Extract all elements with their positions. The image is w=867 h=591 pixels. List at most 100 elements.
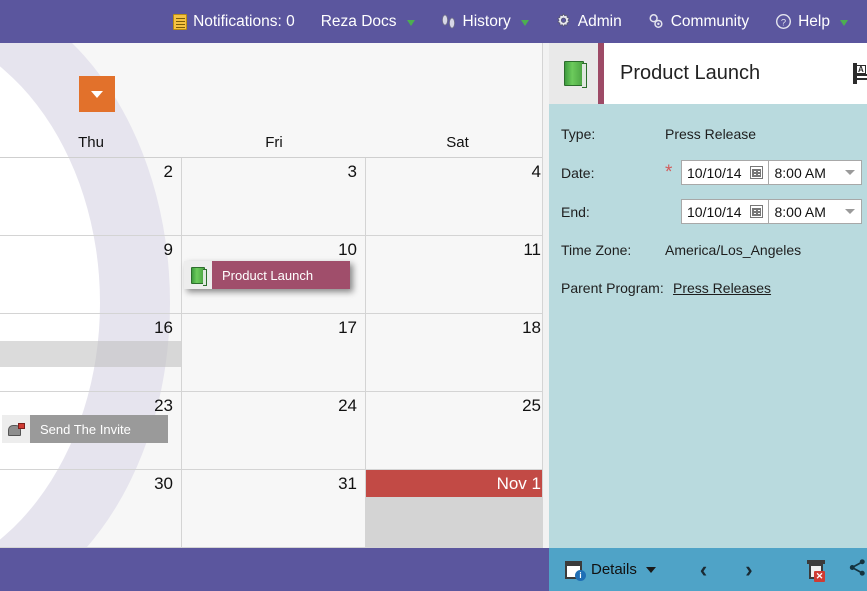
nav-item-admin[interactable]: Admin [542, 0, 635, 43]
field-label: End: [561, 203, 590, 220]
nav-item-help[interactable]: ? Help [762, 0, 861, 43]
calendar-day-cell[interactable]: 4 [366, 158, 549, 236]
notifications-icon [173, 13, 188, 30]
calendar-day-cell[interactable]: 24 [182, 392, 366, 470]
calendar-week-row: 9 10 Product Launch 11 [0, 236, 549, 314]
calendar-view: Thu Fri Sat 2 3 4 [0, 43, 549, 548]
green-book-icon [549, 43, 598, 104]
month-start-highlight [366, 470, 549, 497]
day-number: 24 [338, 396, 357, 415]
calendar-picker-icon[interactable] [749, 205, 763, 218]
delete-calendar-icon[interactable]: ✕ [806, 560, 825, 582]
detail-field-type: Type: Press Release [561, 122, 867, 146]
calendar-day-cell[interactable]: 2 [0, 158, 182, 236]
calendar-week-row: 2 3 4 [0, 158, 549, 236]
next-button[interactable]: › [745, 556, 753, 582]
green-book-icon [184, 261, 212, 289]
calendar-picker-icon[interactable] [749, 166, 763, 179]
document-icon[interactable] [853, 62, 857, 84]
day-number: 2 [163, 162, 173, 181]
chevron-down-icon [844, 209, 855, 214]
calendar-day-cell[interactable]: 10 Product Launch [182, 236, 366, 314]
calendar-week-row: 30 31 Nov 1 [0, 470, 549, 548]
event-detail-panel: Product Launch Type: Press Release Date:… [549, 43, 867, 548]
calendar-dropdown-button[interactable] [79, 76, 115, 112]
day-number: 31 [338, 474, 357, 493]
nav-item-reza-docs[interactable]: Reza Docs [308, 0, 428, 43]
nav-item-label: Help [798, 12, 830, 30]
main-content: Thu Fri Sat 2 3 4 [0, 43, 867, 548]
field-label: Time Zone: [561, 242, 632, 258]
calendar-info-icon: i [565, 560, 586, 581]
time-select[interactable]: 8:00 AM [768, 160, 862, 185]
day-number: 16 [154, 318, 173, 337]
calendar-day-cell[interactable]: 25 [366, 392, 549, 470]
end-time-select[interactable]: 8:00 AM [768, 199, 862, 224]
field-value: Press Release [665, 126, 757, 142]
day-number: 25 [522, 396, 541, 415]
detail-accent-bar [598, 43, 604, 104]
share-icon[interactable] [848, 558, 867, 582]
date-input-value: 10/10/14 [687, 164, 742, 181]
calendar-scroll-gutter[interactable] [542, 43, 549, 548]
end-date-input-value: 10/10/14 [687, 203, 742, 220]
calendar-event-label: Product Launch [222, 267, 314, 283]
calendar-day-cell[interactable]: 16 [0, 314, 182, 392]
nav-item-notifications[interactable]: Notifications: 0 [160, 0, 308, 43]
calendar-event-send-the-invite[interactable]: Send The Invite [2, 415, 168, 443]
chevron-down-icon [645, 566, 656, 573]
day-number: 3 [347, 162, 357, 181]
gear-icon [555, 13, 572, 30]
details-button[interactable]: i Details [559, 560, 662, 581]
field-label: Type: [561, 126, 596, 142]
calendar-day-cell[interactable]: 3 [182, 158, 366, 236]
calendar-week-row: 16 17 18 [0, 314, 549, 392]
detail-panel-header: Product Launch [549, 43, 867, 104]
calendar-day-cell[interactable]: 11 [366, 236, 549, 314]
calendar-day-cell[interactable]: 31 [182, 470, 366, 548]
mailbox-icon [2, 415, 30, 443]
calendar-cell-shade [366, 497, 549, 548]
calendar-toolbar [0, 43, 549, 112]
chevron-down-icon [406, 20, 415, 26]
field-label: Parent Program: [561, 280, 664, 296]
calendar-cell-shade [0, 341, 181, 367]
day-number: 18 [522, 318, 541, 337]
calendar-grid: 2 3 4 9 10 [0, 158, 549, 548]
calendar-day-cell[interactable]: 23 Send The Invite [0, 392, 182, 470]
top-navigation-bar: Notifications: 0 Reza Docs History [0, 0, 867, 43]
date-input[interactable]: 10/10/14 [681, 160, 769, 185]
bottom-bar-actions: i Details ‹ › ✕ [549, 548, 867, 591]
calendar-day-cell[interactable]: 9 [0, 236, 182, 314]
calendar-day-cell-nov1[interactable]: Nov 1 [366, 470, 549, 548]
detail-field-parent-program: Parent Program: Press Releases [561, 276, 867, 300]
bottom-bar: i Details ‹ › ✕ [0, 548, 867, 591]
footprints-icon [441, 13, 457, 30]
time-select-value: 8:00 AM [774, 164, 826, 181]
nav-item-label: Reza Docs [320, 12, 397, 30]
required-asterisk: * [665, 161, 673, 183]
detail-field-date: Date: * 10/10/14 8:00 AM [561, 160, 867, 185]
calendar-day-cell[interactable]: 30 [0, 470, 182, 548]
calendar-day-cell[interactable]: 17 [182, 314, 366, 392]
chevron-down-icon [520, 20, 529, 26]
end-date-input[interactable]: 10/10/14 [681, 199, 769, 224]
nav-item-label: Admin [577, 12, 622, 30]
calendar-event-product-launch[interactable]: Product Launch [184, 261, 350, 289]
day-number: 30 [154, 474, 173, 493]
detail-panel-body: Type: Press Release Date: * 10/10/14 8:0… [549, 104, 867, 300]
calendar-day-cell[interactable]: 18 [366, 314, 549, 392]
people-icon [648, 13, 665, 30]
day-header-sat: Sat [446, 134, 469, 151]
day-number: 17 [338, 318, 357, 337]
nav-item-history[interactable]: History [428, 0, 542, 43]
calendar-week-row: 23 Send The Invite 24 25 [0, 392, 549, 470]
day-number: 10 [338, 240, 357, 259]
field-value: America/Los_Angeles [665, 242, 802, 258]
field-label: Date: [561, 164, 595, 181]
previous-button[interactable]: ‹ [699, 556, 708, 582]
parent-program-link[interactable]: Press Releases [673, 280, 772, 296]
nav-item-community[interactable]: Community [635, 0, 762, 43]
day-number: 4 [531, 162, 541, 181]
nav-item-label: History [462, 12, 511, 30]
